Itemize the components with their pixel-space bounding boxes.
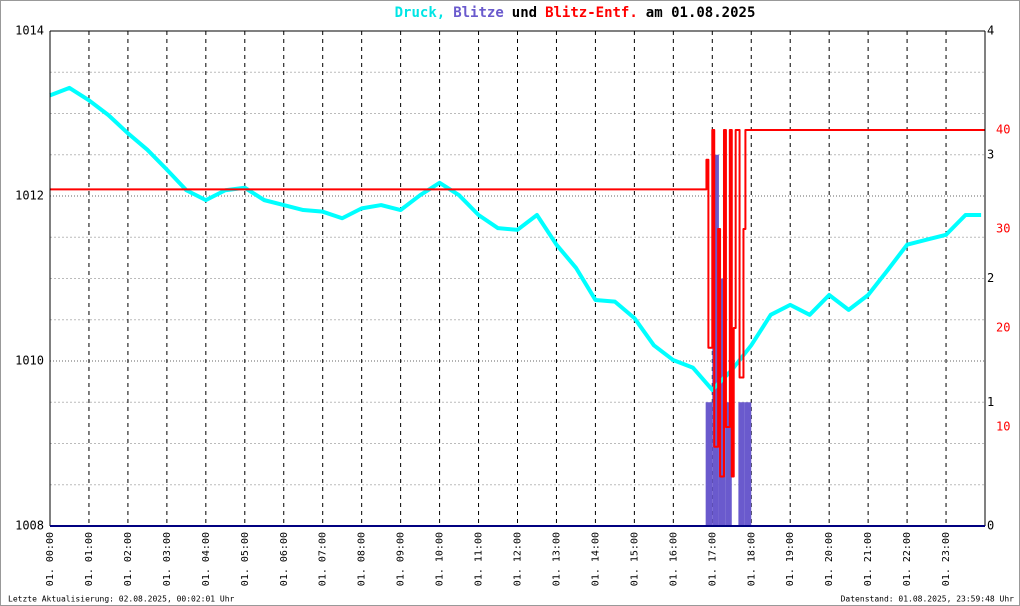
x-tick-label: 01. 00:00: [45, 532, 56, 586]
title-part: und: [512, 5, 537, 21]
x-tick-label: 01. 18:00: [746, 532, 757, 586]
bar: [738, 402, 745, 526]
x-tick-label: 01. 20:00: [824, 532, 835, 586]
title-part: Blitz-Entf.: [545, 5, 638, 21]
title-part: am 01.08.2025: [646, 5, 756, 21]
y2-tick-label: 2: [987, 271, 994, 285]
x-tick-label: 01. 11:00: [474, 532, 485, 586]
x-tick-label: 01. 04:00: [201, 532, 212, 586]
chart-title: Druck, Blitze und Blitz-Entf. am 01.08.2025: [395, 5, 756, 21]
x-tick-label: 01. 03:00: [162, 532, 173, 586]
step-line: [50, 129, 985, 478]
y-tick-label: 1010: [15, 354, 44, 368]
x-tick-label: 01. 21:00: [863, 532, 874, 586]
x-tick-label: 01. 17:00: [707, 532, 718, 586]
title-part: Blitze: [453, 5, 504, 21]
x-tick-label: 01. 22:00: [902, 532, 913, 586]
x-tick-label: 01. 09:00: [396, 532, 407, 586]
bar: [705, 402, 713, 526]
x-tick-label: 01. 01:00: [84, 532, 95, 586]
title-part: Druck,: [395, 5, 446, 21]
y3-tick-label: 20: [996, 321, 1010, 335]
x-tick-label: 01. 12:00: [513, 532, 524, 586]
line: [49, 85, 982, 392]
x-tick-label: 01. 10:00: [435, 532, 446, 586]
bar: [744, 402, 752, 526]
x-tick-label: 01. 13:00: [551, 532, 562, 586]
y-tick-label: 1012: [15, 189, 44, 203]
y3-tick-label: 10: [996, 420, 1010, 434]
x-tick-label: 01. 15:00: [629, 532, 640, 586]
footer-left: Letzte Aktualisierung: 02.08.2025, 00:02…: [8, 595, 235, 604]
bar: [718, 278, 726, 526]
bar: [725, 402, 732, 526]
footer-right: Datenstand: 01.08.2025, 23:59:48 Uhr: [841, 595, 1015, 604]
x-tick-label: 01. 16:00: [668, 532, 679, 586]
y2-tick-label: 1: [987, 395, 994, 409]
y2-tick-label: 3: [987, 147, 994, 161]
y3-tick-label: 30: [996, 222, 1010, 236]
x-tick-label: 01. 06:00: [279, 532, 290, 586]
x-tick-label: 01. 07:00: [318, 532, 329, 586]
x-tick-label: 01. 14:00: [590, 532, 601, 586]
y2-tick-label: 0: [987, 519, 994, 533]
x-tick-label: 01. 02:00: [123, 532, 134, 586]
x-tick-label: 01. 23:00: [941, 532, 952, 586]
bar: [712, 154, 719, 526]
y2-tick-label: 4: [987, 24, 994, 38]
y-tick-label: 1008: [15, 519, 44, 533]
x-tick-label: 01. 05:00: [240, 532, 251, 586]
y-tick-label: 1014: [15, 24, 44, 38]
x-tick-label: 01. 19:00: [785, 532, 796, 586]
y3-tick-label: 40: [996, 123, 1010, 137]
x-tick-label: 01. 08:00: [357, 532, 368, 586]
